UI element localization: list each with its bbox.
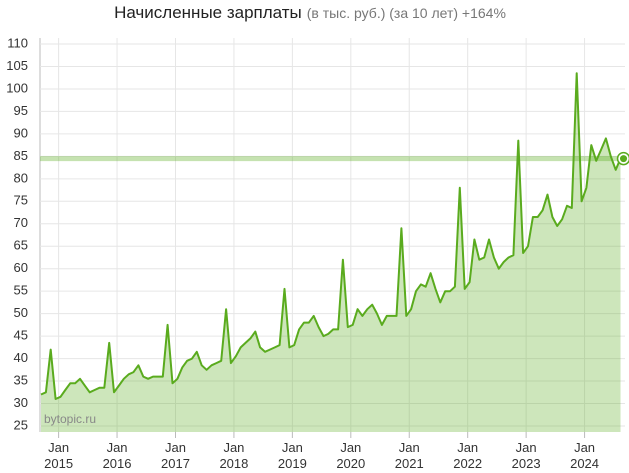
y-tick-label: 105	[6, 58, 28, 73]
y-tick-label: 80	[14, 170, 28, 185]
x-tick-label: Jan 2015	[44, 440, 74, 471]
y-tick-label: 75	[14, 193, 28, 208]
line	[40, 72, 622, 400]
chart-subtitle: (в тыс. руб.) (за 10 лет) +164%	[307, 5, 506, 21]
y-tick-label: 50	[14, 305, 28, 320]
x-tick-label: Jan 2021	[394, 440, 424, 471]
x-tick-label: Jan 2019	[277, 440, 307, 471]
x-tick-label: Jan 2017	[161, 440, 190, 471]
y-tick-label: 45	[14, 328, 28, 343]
x-tick-label: Jan 2016	[102, 440, 132, 471]
last-point-dot	[620, 155, 628, 163]
area	[41, 73, 621, 432]
x-tick-label: Jan 2018	[219, 440, 249, 471]
y-tick-label: 40	[14, 350, 28, 365]
x-tick-label: Jan 2024	[570, 440, 600, 471]
watermark: bytopic.ru	[44, 412, 96, 426]
y-tick-label: 110	[7, 35, 28, 50]
y-tick-label: 55	[14, 283, 28, 298]
chart-title-group: Начисленные зарплаты (в тыс. руб.) (за 10…	[114, 3, 506, 22]
y-tick-label: 100	[6, 80, 28, 95]
y-tick-label: 35	[14, 372, 28, 387]
y-tick-label: 60	[14, 260, 28, 275]
y-tick-label: 90	[14, 125, 28, 140]
chart-title: Начисленные зарплаты	[114, 3, 302, 22]
y-tick-label: 25	[14, 417, 28, 432]
y-tick-label: 65	[14, 238, 28, 253]
x-tick-label: Jan 2022	[453, 440, 483, 471]
x-tick-label: Jan 2020	[336, 440, 366, 471]
x-tick-label: Jan 2023	[511, 440, 541, 471]
y-tick-label: 85	[14, 148, 28, 163]
y-tick-label: 70	[14, 215, 28, 230]
y-tick-label: 30	[14, 395, 28, 410]
y-tick-label: 95	[14, 103, 28, 118]
